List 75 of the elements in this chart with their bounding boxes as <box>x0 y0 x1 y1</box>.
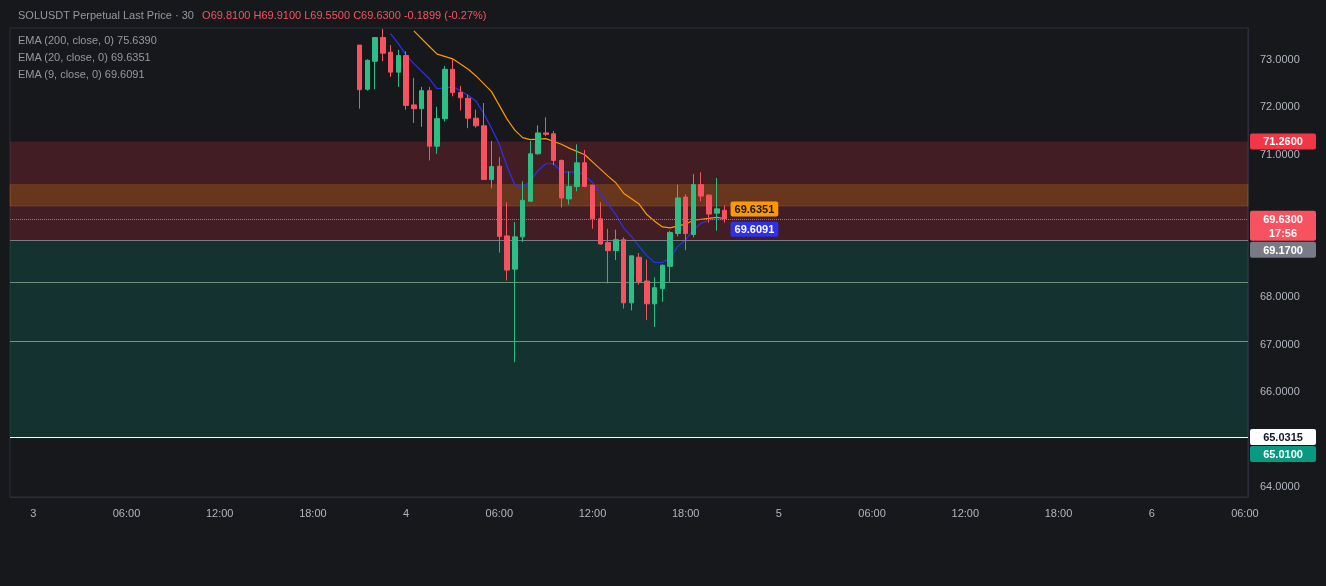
y-tick-label: 73.0000 <box>1260 52 1300 65</box>
band-label: 71.2600 <box>1263 135 1303 148</box>
candlestick <box>473 109 479 129</box>
x-tick-label: 5 <box>775 506 782 519</box>
candlestick <box>380 28 386 62</box>
candlestick <box>458 85 463 112</box>
x-tick-label: 3 <box>30 506 37 519</box>
candlestick <box>365 58 370 92</box>
y-tick-label: 68.0000 <box>1260 290 1300 303</box>
data-label: 69.6091 <box>734 223 775 236</box>
candlestick <box>450 58 455 97</box>
candlestick <box>520 180 525 243</box>
candlestick <box>675 184 681 237</box>
candlestick <box>652 276 657 328</box>
candlestick <box>357 44 362 110</box>
x-tick-label: 18:00 <box>1044 506 1073 519</box>
candlestick <box>613 229 619 261</box>
candlestick <box>543 116 549 137</box>
candlestick <box>434 106 440 155</box>
candlestick <box>621 236 626 310</box>
candlestick <box>465 93 471 129</box>
annotation: EMA (9, close, 0) 69.6091 <box>18 67 145 80</box>
candlestick <box>427 86 432 161</box>
candlestick <box>551 130 556 166</box>
candlestick <box>698 171 704 202</box>
x-tick-label: 6 <box>1148 506 1155 519</box>
chart-subtitle: O69.8100 H69.9100 L69.5500 C69.6300 -0.1899 (-0.27%) <box>202 8 487 21</box>
y-tick-label: 72.0000 <box>1260 100 1300 113</box>
x-tick-label: 4 <box>403 506 410 519</box>
candlestick <box>535 124 541 156</box>
x-tick-label: 18:00 <box>671 506 700 519</box>
chart-title: SOLUSDT Perpetual Last Price · 30 <box>18 8 194 21</box>
candlestick <box>396 49 401 88</box>
candlestick <box>605 228 611 284</box>
candlestick <box>411 77 417 124</box>
ref-line-label: 69.1700 <box>1263 243 1303 256</box>
candlestick <box>667 230 673 283</box>
x-tick-label: 06:00 <box>485 506 514 519</box>
data-label: 69.6351 <box>734 203 775 216</box>
candlestick <box>636 252 642 286</box>
candlestick <box>489 140 494 189</box>
candlestick <box>582 149 587 188</box>
candlestick <box>566 170 572 206</box>
y-tick-label: 64.0000 <box>1260 480 1300 493</box>
candlestick <box>574 143 580 192</box>
candlestick <box>403 50 409 111</box>
annotation: EMA (20, close, 0) 69.6351 <box>18 50 151 63</box>
x-tick-label: 12:00 <box>951 506 980 519</box>
x-tick-label: 18:00 <box>299 506 327 519</box>
candlestick <box>419 86 424 128</box>
candlestick <box>660 263 665 303</box>
candlestick <box>528 140 533 202</box>
candlestick <box>714 177 720 232</box>
candlestick <box>442 65 448 123</box>
x-tick-label: 06:00 <box>112 506 141 519</box>
line-series <box>389 33 726 264</box>
x-tick-label: 06:00 <box>1231 506 1259 519</box>
y-tick-label: 67.0000 <box>1260 337 1300 350</box>
y-tick-label: 71.0000 <box>1260 147 1300 160</box>
candlestick <box>372 36 378 90</box>
annotation: EMA (200, close, 0) 75.6390 <box>18 33 157 46</box>
x-tick-label: 06:00 <box>858 506 886 519</box>
band-label: 65.0100 <box>1263 448 1303 461</box>
y-tick-label: 66.0000 <box>1260 385 1300 398</box>
candlestick <box>629 255 634 311</box>
candlestick <box>512 221 518 363</box>
x-tick-label: 12:00 <box>578 506 607 519</box>
candlestick <box>559 158 564 208</box>
candlestick <box>644 259 650 321</box>
candlestick <box>388 44 393 78</box>
candlestick <box>481 102 487 181</box>
ref-line-label: 69.6300 17:56 <box>1263 212 1303 239</box>
ref-line-label: 65.0315 <box>1263 431 1303 444</box>
x-tick-label: 12:00 <box>205 506 234 519</box>
candlestick <box>691 173 696 238</box>
